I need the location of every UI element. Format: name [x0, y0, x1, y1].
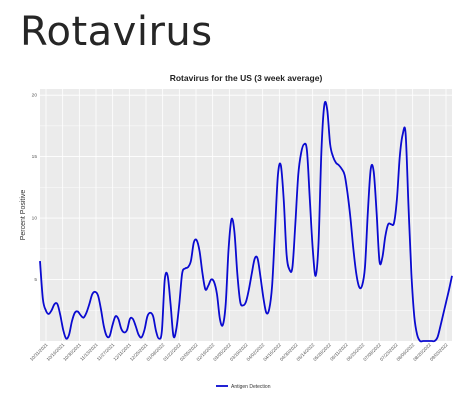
legend-label: Antigen Detection	[231, 384, 271, 390]
y-axis-label: Percent Positive	[20, 190, 27, 241]
series-line-antigen-detection	[39, 100, 453, 343]
x-axis-ticks: 10/31/202110/16/202110/30/202111/13/2021…	[29, 342, 449, 362]
y-tick-label: 20	[32, 93, 38, 99]
x-tick-label: 09/03/2022	[429, 342, 449, 362]
page-title: Rotavirus	[20, 9, 213, 55]
y-axis-ticks: 5 10 15 20	[32, 93, 38, 283]
chart-title: Rotavirus for the US (3 week average)	[170, 73, 323, 83]
y-tick-label: 5	[34, 277, 37, 283]
legend: Antigen Detection	[216, 384, 271, 390]
y-tick-label: 10	[32, 216, 38, 222]
y-tick-label: 15	[32, 154, 38, 160]
